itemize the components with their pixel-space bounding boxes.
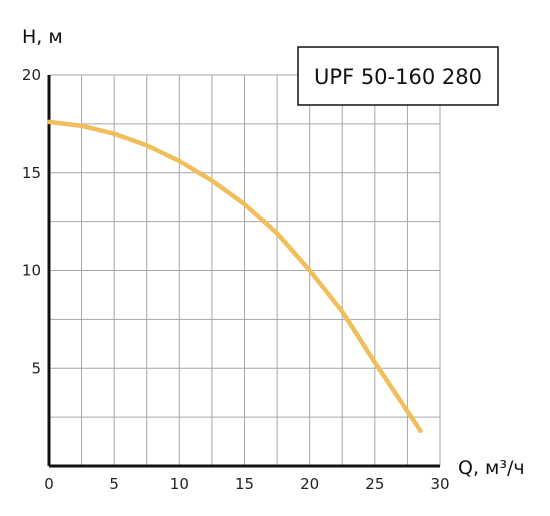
- y-tick-label: 5: [31, 359, 41, 377]
- x-tick-label: 30: [430, 475, 449, 493]
- x-tick-labels: 0 5 10 15 20 25 30: [44, 475, 449, 493]
- pump-curve-line: [46, 119, 423, 434]
- x-tick-label: 25: [365, 475, 384, 493]
- y-axis-title: H, м: [22, 26, 63, 48]
- x-tick-label: 20: [300, 475, 319, 493]
- x-tick-label: 15: [235, 475, 254, 493]
- x-axis-title: Q, м³/ч: [458, 457, 525, 479]
- x-tick-label: 10: [170, 475, 189, 493]
- model-label-frame: [297, 46, 499, 106]
- model-label-box: UPF 50-160 280: [297, 46, 499, 106]
- y-tick-label: 20: [22, 66, 41, 84]
- y-tick-labels: 5 10 15 20: [22, 66, 41, 377]
- model-label: UPF 50-160 280: [314, 65, 482, 89]
- axes: [47, 75, 440, 468]
- y-tick-label: 15: [22, 164, 41, 182]
- x-tick-label: 5: [109, 475, 119, 493]
- y-tick-label: 10: [22, 262, 41, 280]
- x-tick-label: 0: [44, 475, 54, 493]
